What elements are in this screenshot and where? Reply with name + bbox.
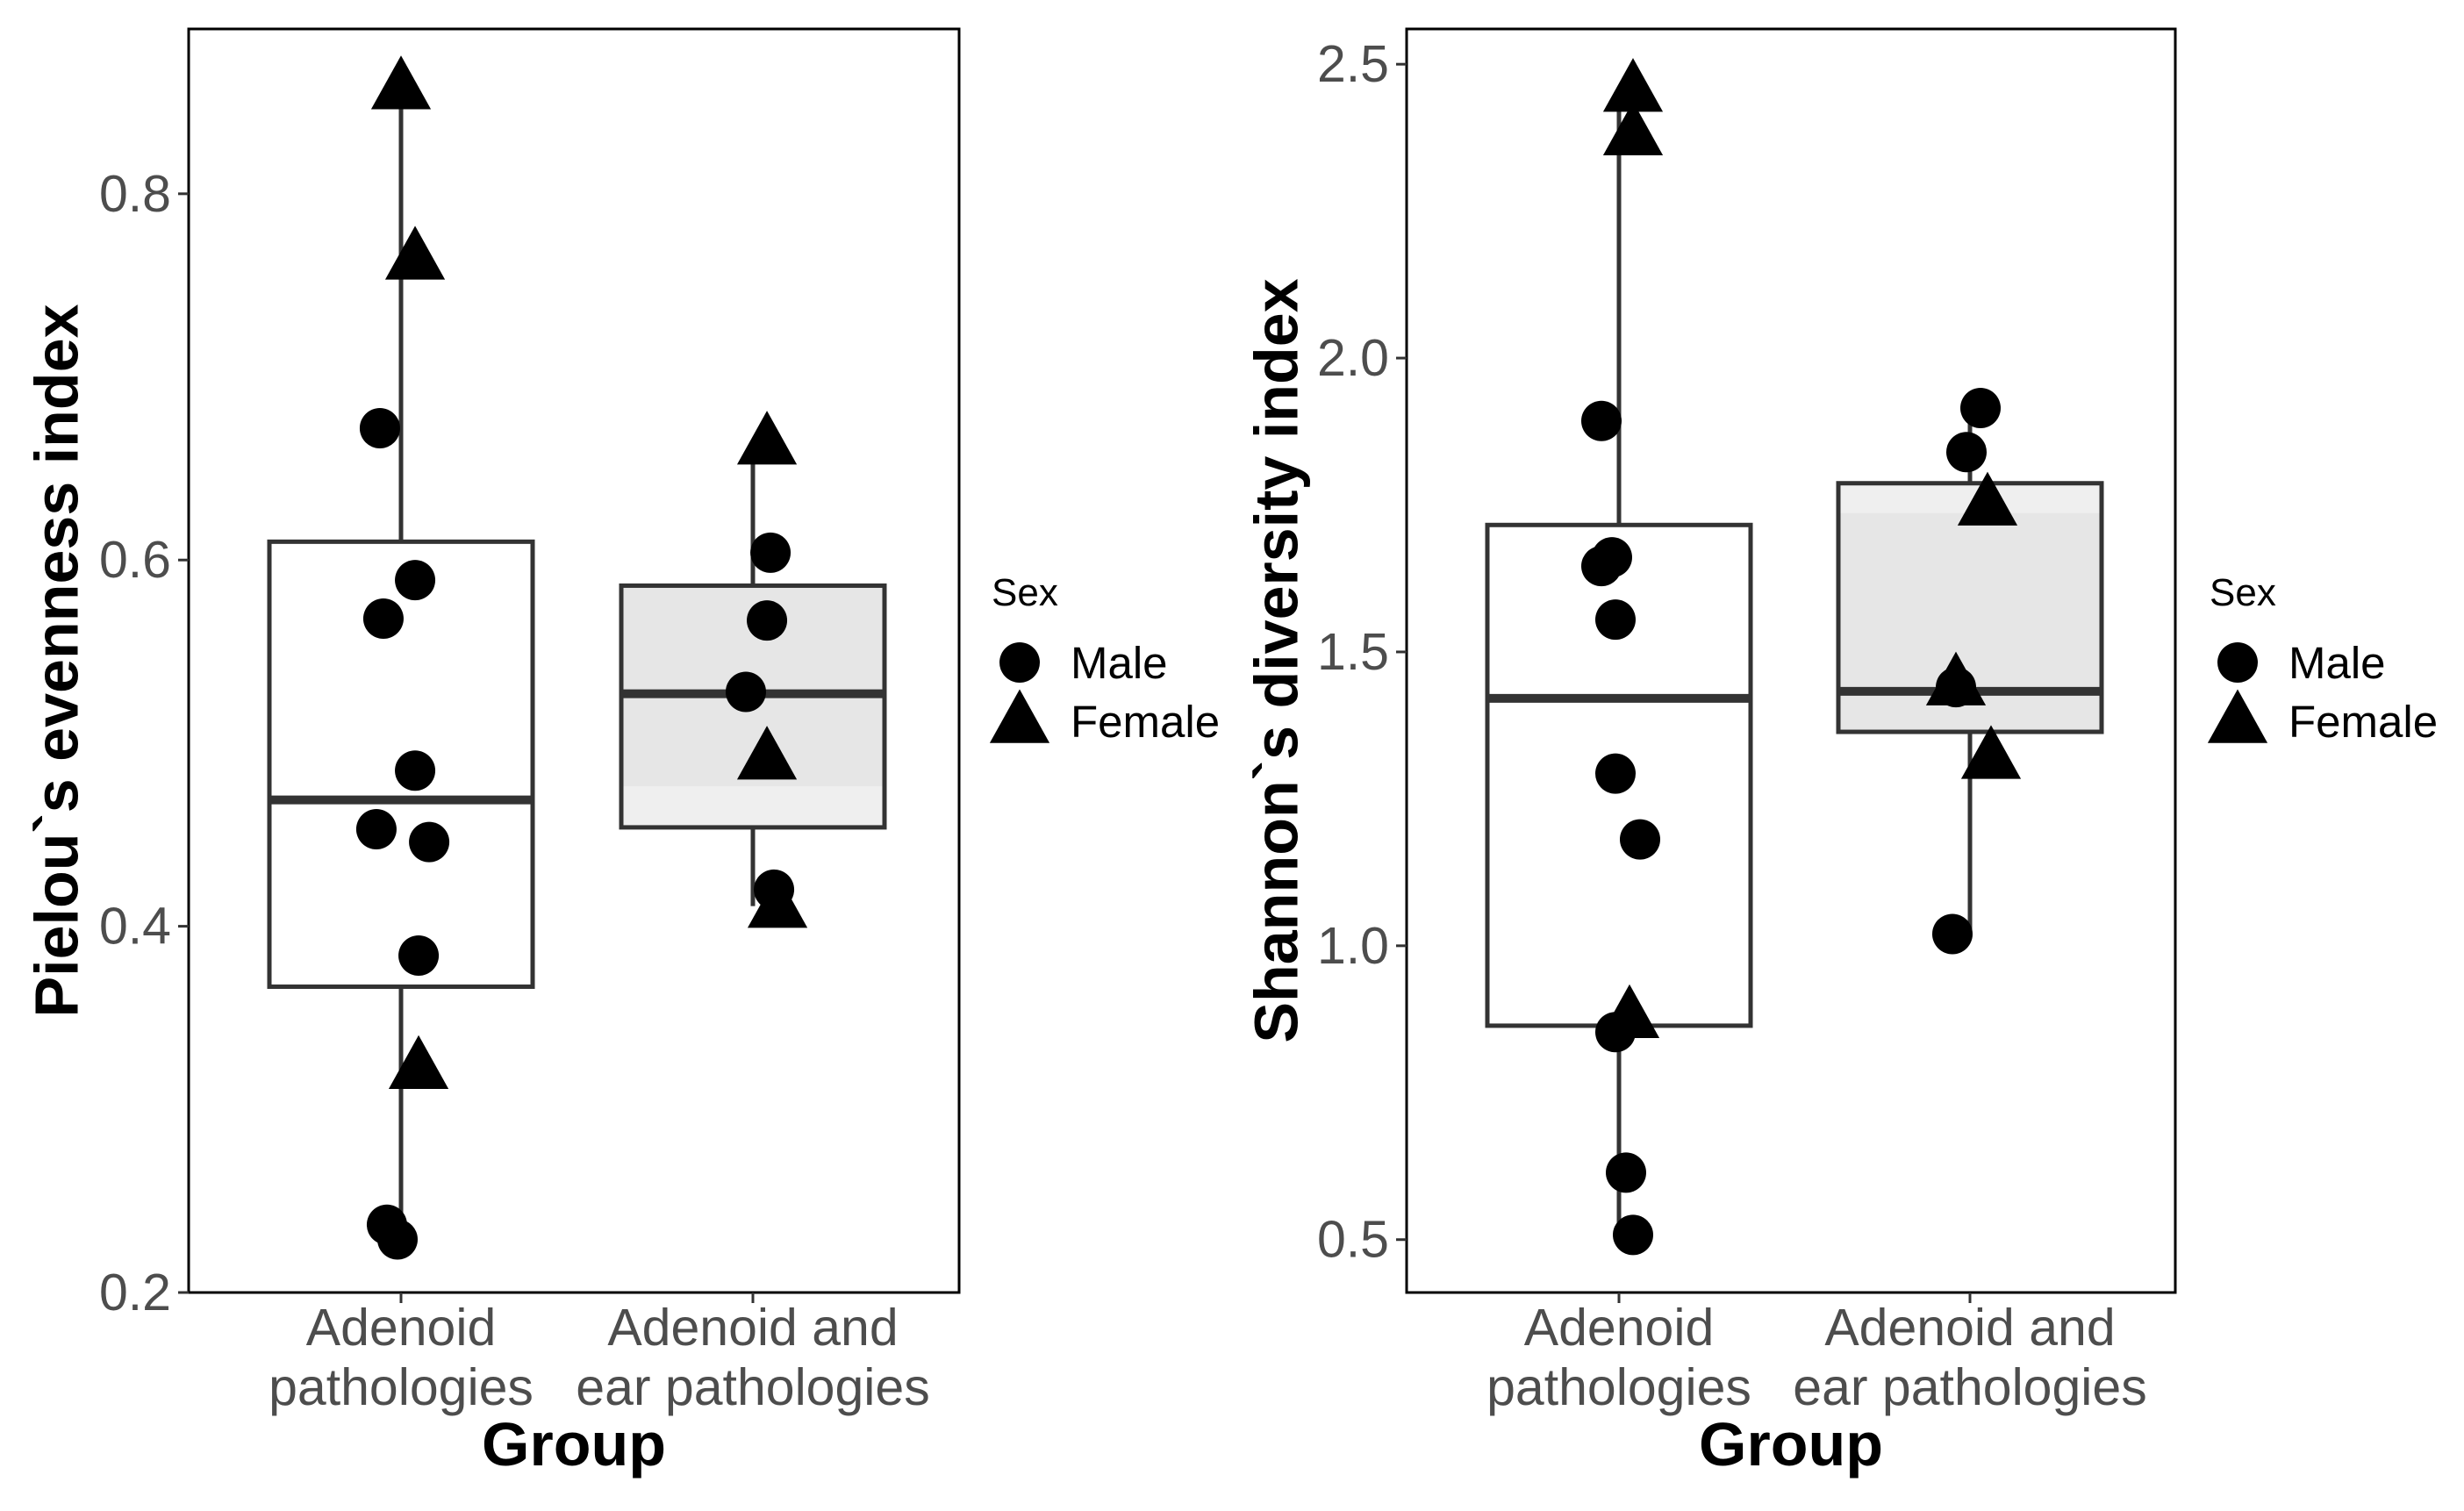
point-male [750,532,791,573]
point-male [1960,388,2001,428]
y-axis-title: Shannon`s diversity index [1242,278,1310,1042]
point-female [1960,725,2022,779]
point-male [409,821,450,863]
point-male [376,1219,418,1260]
box-adenoid-ear [619,442,887,906]
y-tick-label: 1.5 [1317,623,1389,681]
point-male [355,809,397,849]
legend: Sex Male Female [2207,571,2438,747]
y-tick-label: 0.4 [99,898,171,956]
point-male [1581,546,1622,587]
x-tick-label: Adenoid [306,1299,497,1357]
point-male [395,560,436,601]
data-points [1581,58,2022,1256]
point-male [1595,753,1636,794]
point-male [359,407,400,448]
legend-label: Male [2289,638,2386,688]
x-tick-label: Adenoid and [607,1299,898,1357]
x-tick-label: ear pathologies [1793,1358,2146,1416]
y-tick-label: 0.6 [99,531,171,589]
y-tick-label: 0.2 [99,1264,171,1321]
box-adenoid-ear [1836,408,2104,935]
legend-key-female [989,689,1050,743]
x-axis-title: Group [482,1410,666,1479]
y-axis-title: Pielou`s evenness index [22,304,90,1017]
point-male [1932,913,1973,955]
point-female [1925,651,1987,705]
legend-key-male [2217,642,2258,683]
point-male [1595,599,1636,641]
point-male [1606,1152,1646,1193]
legend-key-male [999,642,1040,683]
point-male [362,598,404,639]
y-tick-label: 0.5 [1317,1211,1389,1269]
point-male [395,750,436,791]
legend-key-female [2207,689,2268,743]
panel-border [1405,27,2177,1294]
data-points [355,55,808,1260]
point-male [1946,432,1987,473]
box-outline [1836,481,2104,734]
legend-label: Male [1071,638,1168,688]
point-male [1595,1012,1636,1053]
point-male [1613,1214,1653,1256]
point-female [747,874,808,928]
x-tick-label: pathologies [269,1358,534,1416]
legend-title: Sex [2210,571,2276,614]
box-outline [619,583,887,830]
point-female [1602,101,1664,155]
legend-label: Female [1071,697,1220,747]
legend-title: Sex [992,571,1058,614]
panel-border [187,27,961,1294]
point-female [1957,471,2018,526]
point-male [398,935,440,976]
point-female [384,226,446,280]
point-male [1620,819,1660,860]
box-adenoid [1485,90,1753,1235]
point-female [370,55,432,110]
x-axis-title: Group [1699,1410,1883,1479]
point-female [388,1035,449,1090]
point-female [736,726,798,780]
point-female [736,411,798,465]
x-tick-label: ear pathologies [576,1358,929,1416]
point-male [1581,400,1622,441]
y-tick-label: 2.0 [1317,329,1389,387]
box-shade-band [621,786,885,827]
legend: Sex Male Female [989,571,1220,747]
x-tick-label: pathologies [1486,1358,1751,1416]
y-tick-label: 2.5 [1317,35,1389,93]
y-tick-label: 0.8 [99,165,171,223]
point-male [747,600,788,641]
box-outline [267,539,535,989]
y-tick-label: 1.0 [1317,917,1389,975]
legend-label: Female [2289,697,2438,747]
x-tick-label: Adenoid [1524,1299,1715,1357]
point-male [725,671,766,713]
x-tick-label: Adenoid and [1824,1299,2115,1357]
point-female [1602,58,1664,112]
